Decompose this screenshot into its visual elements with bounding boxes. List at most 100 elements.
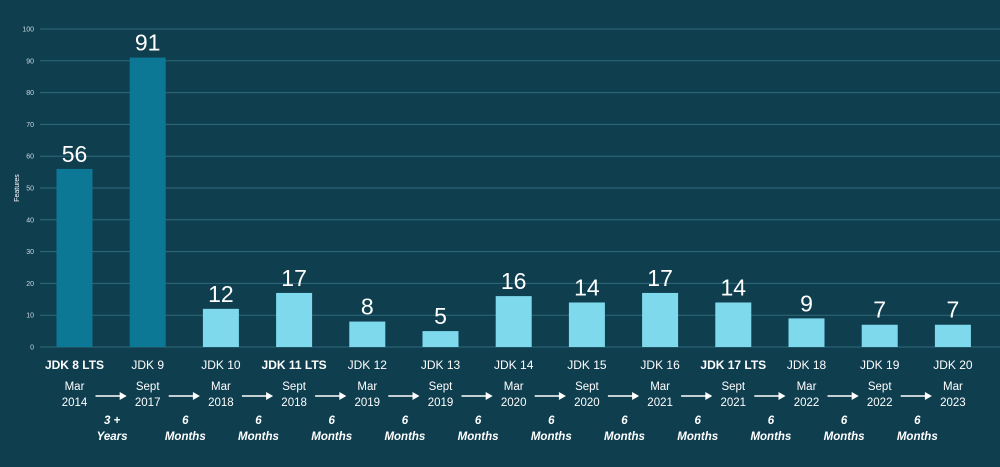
- arrow-head: [412, 392, 420, 400]
- release-month: Mar: [797, 381, 817, 393]
- data-label: 16: [501, 268, 527, 294]
- interval-unit: Months: [824, 431, 865, 443]
- bar: [861, 324, 898, 347]
- interval-amount: 6: [475, 415, 482, 427]
- x-tick-label: JDK 12: [348, 358, 388, 372]
- release-year: 2020: [574, 397, 600, 409]
- bar: [934, 324, 971, 347]
- data-label: 14: [574, 274, 600, 300]
- release-month: Mar: [650, 381, 670, 393]
- release-dates: Mar 2014 Sept 2017 Mar 2018 Sept 2018 Mar 2019 Sep…: [62, 381, 966, 409]
- interval-amount: 6: [402, 415, 409, 427]
- interval-unit: Months: [677, 431, 718, 443]
- x-tick-label: JDK 20: [933, 358, 973, 372]
- release-month: Sept: [575, 381, 599, 393]
- release-year: 2018: [208, 397, 234, 409]
- x-tick-label: JDK 18: [787, 358, 827, 372]
- release-month: Sept: [868, 381, 892, 393]
- gridlines: [40, 28, 1000, 348]
- y-tick-label: 0: [30, 345, 34, 352]
- bar: [56, 168, 93, 347]
- bar: [715, 302, 752, 347]
- arrow-head: [632, 392, 640, 400]
- data-label: 91: [135, 30, 161, 56]
- arrow-head: [339, 392, 347, 400]
- x-tick-label: JDK 11 LTS: [262, 358, 327, 372]
- bar: [129, 57, 166, 348]
- interval-amount: 6: [328, 415, 335, 427]
- x-tick-label: JDK 15: [567, 358, 607, 372]
- bar: [202, 308, 239, 347]
- y-tick-label: 90: [26, 58, 34, 65]
- value-labels: 56 91 12 17 8 5 16 14 17 14 9 7 7: [62, 30, 960, 329]
- timeline-arrows: [95, 392, 932, 400]
- x-tick-label: JDK 14: [494, 358, 534, 372]
- arrow-head: [851, 392, 859, 400]
- data-label: 7: [947, 297, 960, 323]
- interval-unit: Months: [238, 431, 279, 443]
- x-tick-label: JDK 10: [201, 358, 241, 372]
- interval-unit: Months: [384, 431, 425, 443]
- x-tick-label: JDK 17 LTS: [700, 358, 766, 372]
- y-tick-label: 60: [26, 154, 34, 161]
- interval-unit: Years: [97, 431, 128, 443]
- y-tick-label: 100: [22, 27, 34, 34]
- release-year: 2022: [867, 397, 893, 409]
- bars: [56, 57, 971, 348]
- arrow-head: [778, 392, 786, 400]
- interval-amount: 3 +: [104, 415, 121, 427]
- x-tick-label: JDK 8 LTS: [45, 358, 104, 372]
- release-month: Mar: [504, 381, 524, 393]
- bar: [422, 331, 459, 347]
- data-label: 14: [721, 274, 747, 300]
- interval-unit: Months: [165, 431, 206, 443]
- arrow-head: [705, 392, 713, 400]
- interval-amount: 6: [255, 415, 262, 427]
- bar: [495, 296, 532, 347]
- release-month: Sept: [136, 381, 160, 393]
- data-label: 17: [281, 265, 307, 291]
- arrow-head: [192, 392, 200, 400]
- bar: [276, 292, 313, 347]
- x-tick-label: JDK 19: [860, 358, 900, 372]
- y-tick-label: 70: [26, 122, 34, 129]
- interval-amount: 6: [914, 415, 921, 427]
- release-year: 2014: [62, 397, 88, 409]
- bar: [349, 321, 386, 347]
- data-label: 12: [208, 281, 234, 307]
- interval-unit: Months: [311, 431, 352, 443]
- release-year: 2023: [940, 397, 966, 409]
- bar: [642, 292, 679, 347]
- y-tick-label: 80: [26, 90, 34, 97]
- release-year: 2017: [135, 397, 161, 409]
- arrow-head: [266, 392, 274, 400]
- interval-amount: 6: [548, 415, 555, 427]
- release-year: 2020: [501, 397, 527, 409]
- y-tick-label: 40: [26, 217, 34, 224]
- release-year: 2018: [281, 397, 307, 409]
- bar: [568, 302, 605, 347]
- release-month: Mar: [65, 381, 85, 393]
- release-year: 2022: [794, 397, 820, 409]
- interval-amount: 6: [621, 415, 628, 427]
- y-tick-label: 30: [26, 249, 34, 256]
- y-axis-ticks: 0 10 20 30 40 50 60 70 80 90 100: [22, 27, 34, 352]
- arrow-head: [924, 392, 932, 400]
- data-label: 5: [434, 303, 447, 329]
- release-year: 2021: [721, 397, 747, 409]
- interval-unit: Months: [604, 431, 645, 443]
- arrow-head: [119, 392, 127, 400]
- interval-amount: 6: [768, 415, 775, 427]
- data-label: 7: [873, 297, 886, 323]
- release-month: Sept: [721, 381, 745, 393]
- interval-unit: Months: [897, 431, 938, 443]
- bar: [788, 318, 825, 347]
- interval-unit: Months: [531, 431, 572, 443]
- release-month: Mar: [211, 381, 231, 393]
- arrow-head: [558, 392, 566, 400]
- interval-amount: 6: [841, 415, 848, 427]
- y-axis-label: Features: [14, 174, 21, 202]
- release-month: Sept: [429, 381, 453, 393]
- arrow-head: [485, 392, 493, 400]
